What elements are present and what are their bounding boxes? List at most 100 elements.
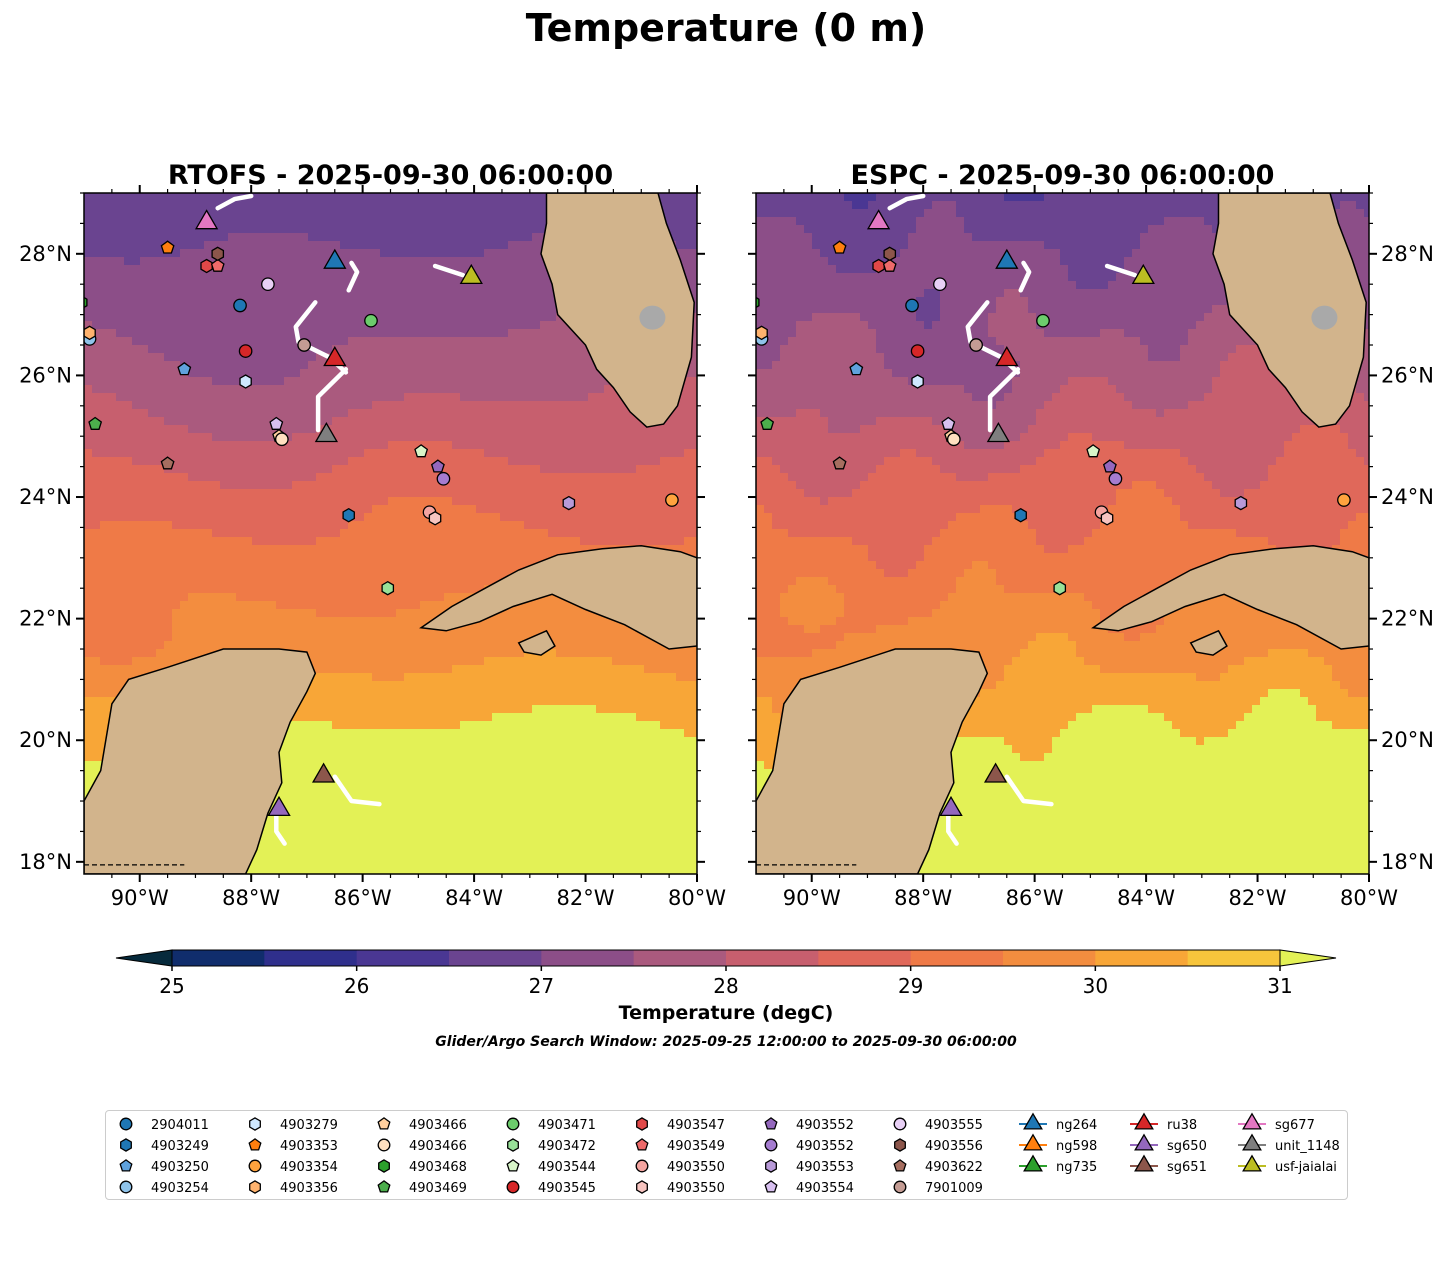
temperature-cell	[428, 353, 437, 362]
temperature-cell	[188, 569, 197, 578]
temperature-cell	[260, 481, 269, 490]
temperature-cell	[540, 377, 549, 386]
temperature-cell	[308, 281, 317, 290]
temperature-cell	[604, 529, 613, 538]
temperature-cell	[308, 537, 317, 546]
temperature-cell	[348, 425, 357, 434]
temperature-cell	[428, 361, 437, 370]
temperature-cell	[348, 249, 357, 258]
temperature-cell	[396, 449, 405, 458]
temperature-cell	[140, 649, 149, 658]
temperature-cell	[148, 241, 157, 250]
temperature-cell	[340, 561, 349, 570]
temperature-cell	[660, 505, 669, 514]
temperature-cell	[628, 537, 637, 546]
temperature-cell	[212, 537, 221, 546]
temperature-cell	[348, 497, 357, 506]
temperature-cell	[124, 633, 133, 642]
temperature-cell	[140, 505, 149, 514]
temperature-cell	[364, 585, 373, 594]
temperature-cell	[604, 457, 613, 466]
temperature-cell	[236, 441, 245, 450]
temperature-cell	[252, 393, 261, 402]
temperature-cell	[156, 457, 165, 466]
temperature-cell	[588, 513, 597, 522]
temperature-cell	[468, 649, 477, 658]
temperature-cell	[420, 385, 429, 394]
temperature-cell	[180, 569, 189, 578]
temperature-cell	[588, 377, 597, 386]
temperature-cell	[324, 489, 333, 498]
temperature-cell	[452, 289, 461, 298]
temperature-cell	[252, 369, 261, 378]
temperature-cell	[364, 209, 373, 218]
temperature-cell	[180, 577, 189, 586]
temperature-cell	[172, 633, 181, 642]
temperature-cell	[260, 433, 269, 442]
temperature-cell	[268, 393, 277, 402]
temperature-cell	[668, 441, 677, 450]
temperature-cell	[444, 433, 453, 442]
temperature-cell	[180, 305, 189, 314]
temperature-cell	[108, 249, 117, 258]
temperature-cell	[380, 449, 389, 458]
temperature-cell	[100, 297, 109, 306]
temperature-cell	[316, 473, 325, 482]
temperature-cell	[380, 657, 389, 666]
temperature-cell	[388, 313, 397, 322]
temperature-cell	[444, 209, 453, 218]
temperature-cell	[300, 377, 309, 386]
temperature-cell	[692, 657, 697, 666]
temperature-cell	[156, 569, 165, 578]
temperature-cell	[356, 289, 365, 298]
temperature-cell	[540, 217, 549, 226]
temperature-cell	[236, 577, 245, 586]
temperature-cell	[100, 425, 109, 434]
temperature-cell	[364, 505, 373, 514]
temperature-cell	[252, 353, 261, 362]
temperature-cell	[692, 537, 697, 546]
temperature-cell	[124, 465, 133, 474]
temperature-cell	[524, 225, 533, 234]
temperature-cell	[492, 521, 501, 530]
temperature-cell	[156, 337, 165, 346]
temperature-cell	[404, 401, 413, 410]
temperature-cell	[252, 481, 261, 490]
temperature-cell	[540, 417, 549, 426]
temperature-cell	[644, 425, 653, 434]
temperature-cell	[524, 393, 533, 402]
temperature-cell	[260, 505, 269, 514]
temperature-cell	[444, 217, 453, 226]
temperature-cell	[100, 585, 109, 594]
temperature-cell	[212, 553, 221, 562]
temperature-cell	[140, 441, 149, 450]
temperature-cell	[124, 361, 133, 370]
temperature-cell	[220, 489, 229, 498]
temperature-cell	[332, 665, 341, 674]
temperature-cell	[692, 249, 697, 258]
temperature-cell	[372, 665, 381, 674]
temperature-cell	[308, 297, 317, 306]
temperature-cell	[132, 625, 141, 634]
temperature-cell	[420, 417, 429, 426]
temperature-cell	[500, 377, 509, 386]
temperature-cell	[180, 553, 189, 562]
temperature-cell	[380, 193, 389, 202]
temperature-cell	[124, 289, 133, 298]
temperature-cell	[580, 641, 589, 650]
temperature-cell	[660, 457, 669, 466]
temperature-cell	[268, 377, 277, 386]
temperature-cell	[452, 657, 461, 666]
temperature-cell	[564, 617, 573, 626]
temperature-cell	[676, 425, 685, 434]
temperature-cell	[252, 609, 261, 618]
temperature-cell	[468, 489, 477, 498]
temperature-cell	[260, 369, 269, 378]
temperature-cell	[444, 553, 453, 562]
temperature-cell	[348, 217, 357, 226]
temperature-cell	[244, 249, 253, 258]
temperature-cell	[196, 369, 205, 378]
temperature-cell	[612, 393, 621, 402]
temperature-cell	[236, 393, 245, 402]
temperature-cell	[580, 705, 589, 714]
